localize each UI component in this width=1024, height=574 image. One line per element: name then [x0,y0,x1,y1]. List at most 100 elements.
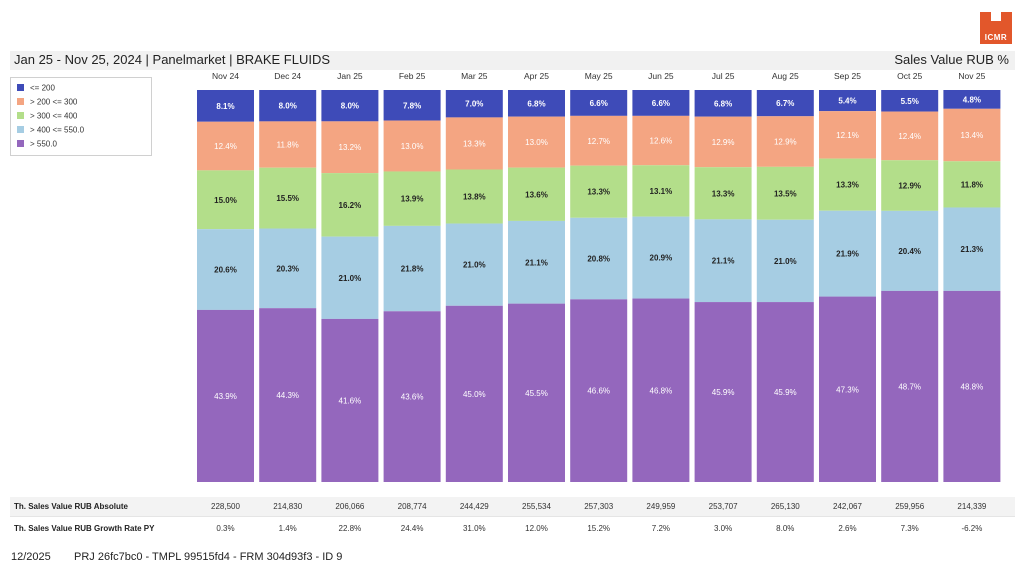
data-label: 12.6% [650,137,673,146]
category-label: Jan 25 [337,71,363,81]
data-label: 21.1% [712,257,735,266]
table-cell: 242,067 [833,502,862,511]
legend-item: > 200 <= 300 [17,97,77,107]
bar-segment [881,290,939,482]
bar-segment [445,223,503,306]
data-label: 13.5% [774,189,797,198]
footer-id: PRJ 26fc7bc0 - TMPL 99515fd4 - FRM 304d9… [74,551,343,563]
table-cell: 22.8% [338,524,362,533]
data-label: 21.1% [525,258,548,267]
bar-segment [259,308,317,482]
table-cell: 1.4% [278,524,297,533]
bar-segment [632,165,690,217]
bar-segment [259,167,317,229]
data-label: 6.6% [590,99,608,108]
table-cell: 7.3% [900,524,919,533]
legend-label: > 400 <= 550.0 [30,125,85,135]
category-label: Jul 25 [712,71,735,81]
bar-segment [819,90,876,112]
bar-segment [570,90,628,116]
data-label: 6.6% [652,99,670,108]
bar-segment [881,90,939,112]
data-label: 6.8% [714,99,732,108]
bar-segment [881,160,939,211]
data-label: 13.3% [712,189,735,198]
logo-text: ICMR [984,33,1008,42]
bar-segment [259,228,317,309]
table-row-bg [10,497,1015,516]
data-label: 7.8% [403,101,421,110]
table-cell: 31.0% [462,524,486,533]
legend-swatch [17,98,24,106]
bar-segment [570,217,628,300]
data-label: 8.0% [341,102,359,111]
legend-item: <= 200 [17,83,55,93]
data-label: 11.8% [961,180,983,189]
data-label: 12.1% [836,131,859,140]
table-cell: -6.2% [961,524,983,533]
bar-segment [943,161,1001,208]
bar-segment [259,90,317,122]
table-row-label-growth: Th. Sales Value RUB Growth Rate PY [14,524,155,533]
data-label: 45.0% [463,390,486,399]
legend-item: > 550.0 [17,139,57,149]
table-cell: 8.0% [776,524,795,533]
footer-date: 12/2025 [11,551,51,563]
chart-legend: <= 200 > 200 <= 300 > 300 <= 400 > 400 <… [10,77,152,156]
data-label: 45.9% [774,388,797,397]
legend-label: > 300 <= 400 [30,111,78,121]
bar-segment [383,120,441,172]
bar-segment [570,115,628,166]
bar-segment [321,173,379,237]
bar-segment [570,299,628,482]
data-label: 13.6% [525,190,548,199]
table-cell: 244,429 [459,502,489,511]
data-label: 48.8% [961,382,984,391]
legend-swatch [17,126,24,134]
stacked-bar-chart: Nov 24 8.1% 12.4% 15.0% 20.6% 43.9% Dec 24 8.0%… [197,71,1001,482]
data-label: 21.3% [961,245,984,254]
bar-segment [445,305,503,482]
data-label: 13.0% [525,138,548,147]
legend-item: > 300 <= 400 [17,111,77,121]
bar-segment [383,311,441,482]
data-label: 16.2% [339,201,362,210]
bar-segment [445,117,503,170]
bar-segment [756,219,814,303]
data-label: 21.8% [401,265,424,274]
bar-segment [259,121,317,168]
data-label: 20.4% [898,247,921,256]
category-label: Sep 25 [834,71,861,81]
bar-segment [819,210,876,297]
data-label: 5.5% [901,97,919,106]
legend-swatch [17,140,24,148]
data-label: 21.0% [339,274,362,283]
bar-segment [819,296,876,482]
category-label: Jun 25 [648,71,674,81]
table-cell: 259,956 [895,502,925,511]
category-label: Oct 25 [897,71,922,81]
data-label: 43.9% [214,392,237,401]
legend-label: <= 200 [30,83,55,93]
category-label: May 25 [585,71,613,81]
data-label: 13.1% [650,187,673,196]
bar-segment [943,108,1001,162]
table-cell: 257,303 [584,502,614,511]
data-label: 12.4% [214,142,237,151]
bar-segment [445,169,503,224]
legend-item: > 400 <= 550.0 [17,125,84,135]
data-label: 13.0% [401,142,424,151]
bar-segment [445,90,503,118]
table-cell: 15.2% [587,524,611,533]
bar-segment [632,216,690,299]
data-label: 20.9% [650,254,673,263]
data-label: 15.5% [276,194,299,203]
legend-label: > 550.0 [30,139,57,149]
bar-segment [321,90,379,122]
data-label: 46.8% [650,386,673,395]
table-cell: 228,500 [211,502,240,511]
table-cell: 206,066 [335,502,365,511]
data-label: 12.9% [774,138,797,147]
bar-segment [197,309,254,482]
bar-segment [197,170,254,230]
